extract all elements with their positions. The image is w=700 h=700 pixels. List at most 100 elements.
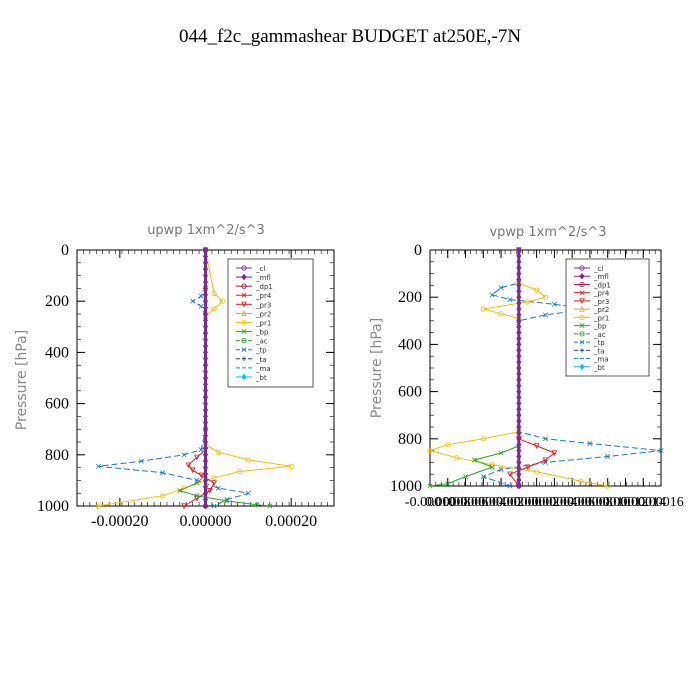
upwp-point-pr3 (206, 488, 213, 494)
vpwp-series-pr3 (509, 250, 556, 487)
vpwp-point-cl (516, 341, 522, 348)
vpwp-point-cl (516, 400, 522, 407)
vpwp-point-cl (516, 453, 522, 460)
vpwp-x-tick-label: 0.00004 (532, 495, 578, 510)
vpwp-point-cl (516, 323, 522, 330)
upwp-legend-label: _pr2 (255, 310, 271, 318)
vpwp-legend-label: _pr1 (593, 314, 609, 322)
vpwp-x-tick-label: 0.00002 (478, 495, 524, 510)
vpwp-legend-label: _ma (593, 356, 609, 364)
vpwp-point-cl (516, 347, 522, 354)
upwp-legend: _cl_mfl_dp1_pr4_pr3_pr2_pr1_bp_ac_tp_ta_… (227, 258, 314, 388)
upwp-y-tick-label: 400 (45, 344, 69, 361)
upwp-point-tp (95, 463, 101, 469)
upwp-point-cl (202, 272, 209, 279)
vpwp-point-cl (516, 423, 522, 431)
vpwp-point-cl (516, 382, 522, 389)
upwp-point-bp (267, 503, 273, 509)
vpwp-point-bp (471, 457, 477, 463)
vpwp-point-pr1 (578, 478, 584, 484)
vpwp-point-cl (516, 417, 522, 425)
upwp-point-cl (202, 432, 209, 439)
vpwp-point-cl (516, 329, 522, 336)
upwp-point-cl (202, 477, 209, 484)
vpwp-point-cl (516, 358, 522, 366)
vpwp-x-tick-label: 0.00008 (425, 495, 471, 510)
upwp-legend-marker (241, 283, 247, 289)
upwp-point-cl (202, 470, 209, 478)
vpwp-point-tp (543, 436, 548, 442)
upwp-point-cl (202, 400, 209, 407)
vpwp-point-pr1 (542, 294, 549, 300)
vpwp-point-tp (498, 466, 504, 472)
vpwp-y-tick-label: 600 (398, 384, 422, 401)
vpwp-point-cl (516, 441, 522, 448)
upwp-point-cl (202, 253, 209, 260)
vpwp-legend-marker (579, 348, 585, 353)
upwp-y-tick-label: 600 (45, 396, 69, 413)
vpwp-legend-marker (579, 273, 585, 280)
upwp-point-cl (202, 496, 209, 503)
upwp-point-bp (194, 493, 200, 499)
vpwp-legend-marker (579, 306, 585, 312)
vpwp-point-cl (516, 299, 522, 307)
vpwp-x-tick-label: 0.00008 (567, 495, 613, 510)
upwp-point-tp (198, 303, 204, 309)
vpwp-point-cl (516, 282, 522, 289)
upwp-x-tick-label: 0.00000 (180, 513, 232, 530)
upwp-y-axis-label: Pressure [hPa] (14, 330, 30, 430)
upwp-point-tp (211, 503, 217, 509)
vpwp-point-cl (516, 270, 522, 277)
vpwp-point-cl (516, 459, 522, 466)
vpwp-y-tick-label: 400 (398, 336, 422, 353)
upwp-point-cl (202, 394, 209, 401)
upwp-y-tick-label: 1000 (37, 498, 69, 515)
vpwp-point-cl (516, 406, 522, 413)
upwp-legend-label: _pr3 (255, 301, 271, 309)
upwp-legend-label: _ac (255, 338, 268, 346)
upwp-point-cl (202, 362, 209, 369)
upwp-point-cl (202, 387, 209, 394)
upwp-legend-marker (241, 265, 247, 271)
vpwp-point-bp (463, 474, 469, 480)
vpwp-point-cl (516, 252, 522, 260)
vpwp-legend: _cl_mfl_dp1_pr4_pr3_pr2_pr1_bp_ac_tp_ta_… (565, 258, 650, 377)
upwp-legend-marker (241, 347, 247, 353)
vpwp-point-cl (516, 258, 522, 265)
vpwp-legend-label: _cl (593, 265, 603, 273)
vpwp-legend-label: _pr2 (593, 306, 609, 314)
vpwp-point-cl (516, 246, 522, 254)
upwp-point-cl (202, 310, 209, 318)
upwp-point-cl (202, 266, 209, 273)
upwp-point-cl (202, 445, 209, 452)
vpwp-point-pr1 (445, 442, 451, 448)
vpwp-point-cl (516, 412, 522, 419)
upwp-point-pr1 (288, 463, 294, 469)
upwp-legend-marker (241, 338, 247, 344)
upwp-point-tp (181, 452, 187, 458)
upwp-point-cl (202, 330, 209, 337)
vpwp-legend-label: _mfl (593, 273, 609, 281)
vpwp-legend-label: _dp1 (593, 281, 611, 289)
vpwp-point-cl (516, 317, 522, 324)
vpwp-legend-marker (579, 265, 585, 271)
upwp-point-cl (202, 438, 209, 446)
upwp-point-cl (202, 483, 209, 490)
upwp-point-cl (202, 451, 209, 458)
upwp-point-pr3 (181, 503, 187, 510)
vpwp-point-cl (516, 394, 522, 401)
vpwp-point-tp (587, 441, 593, 447)
vpwp-point-cl (516, 482, 522, 490)
vpwp-point-cl (516, 305, 522, 313)
upwp-point-bp (194, 480, 200, 486)
vpwp-point-cl (516, 471, 522, 478)
upwp-x-tick-label: 0.00020 (265, 513, 317, 530)
upwp-point-pr1 (211, 475, 217, 481)
vpwp-x-tick-label: 0.00002 (514, 495, 560, 510)
upwp-point-cl (202, 426, 209, 433)
vpwp-chart-panel: vpwp 1xm^2/s^3 Pressure [hPa] 0 200 400 600… (369, 225, 684, 510)
vpwp-point-cl (516, 288, 522, 295)
upwp-point-cl (202, 419, 209, 426)
upwp-legend-marker (241, 310, 247, 316)
vpwp-point-pr1 (534, 287, 540, 293)
